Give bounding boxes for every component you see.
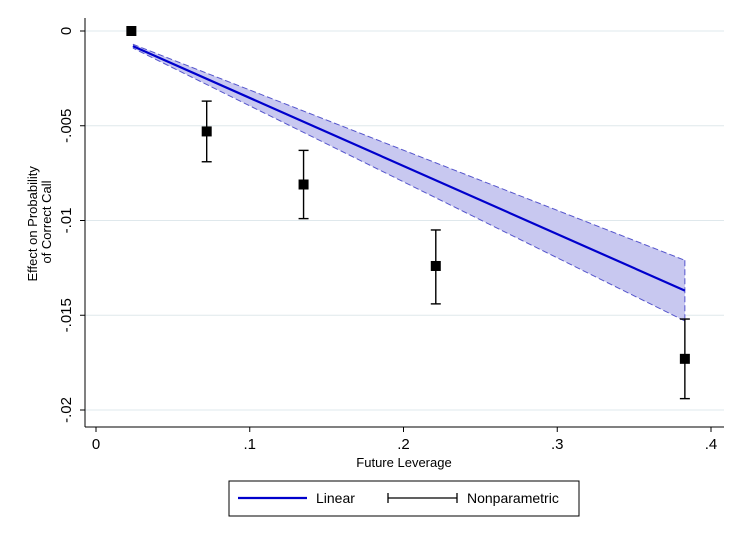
linear-fit	[132, 45, 686, 292]
x-tick-label-2: .2	[397, 436, 410, 453]
x-tick-label-3: .3	[551, 436, 564, 453]
x-ticks: 0 .1 .2 .3 .4	[92, 427, 717, 453]
legend: Linear Nonparametric	[228, 480, 580, 517]
data-point-1	[201, 126, 212, 137]
data-point-4	[679, 353, 690, 364]
legend-linear-label: Linear	[316, 490, 355, 506]
x-axis-title: Future Leverage	[356, 455, 451, 470]
ci-band-area	[132, 44, 685, 321]
ci-lower-bound	[132, 47, 686, 322]
data-point-0	[126, 26, 137, 36]
y-ticks: 0 -.005 -.01 -.015 -.02	[58, 27, 85, 423]
data-point-3	[430, 260, 441, 271]
y-axis-title: Effect on Probability of Correct Call	[25, 162, 54, 281]
y-tick-label-0: 0	[58, 27, 75, 35]
y-axis-title-line-1: Effect on Probability	[25, 166, 40, 282]
x-tick-label-4: .4	[705, 436, 718, 453]
legend-nonparametric-label: Nonparametric	[467, 490, 559, 506]
linear-fit-line	[132, 45, 686, 292]
y-tick-label-2: -.01	[58, 208, 75, 234]
x-tick-label-1: .1	[243, 436, 256, 453]
gridlines	[85, 30, 724, 411]
y-tick-label-3: -.015	[58, 298, 75, 332]
x-tick-label-0: 0	[92, 436, 100, 453]
y-axis-title-line-2: of Correct Call	[39, 180, 54, 263]
y-tick-label-4: -.02	[58, 397, 75, 423]
y-tick-label-1: -.005	[58, 109, 75, 143]
nonparametric-points	[126, 26, 690, 400]
data-point-2	[298, 179, 309, 190]
